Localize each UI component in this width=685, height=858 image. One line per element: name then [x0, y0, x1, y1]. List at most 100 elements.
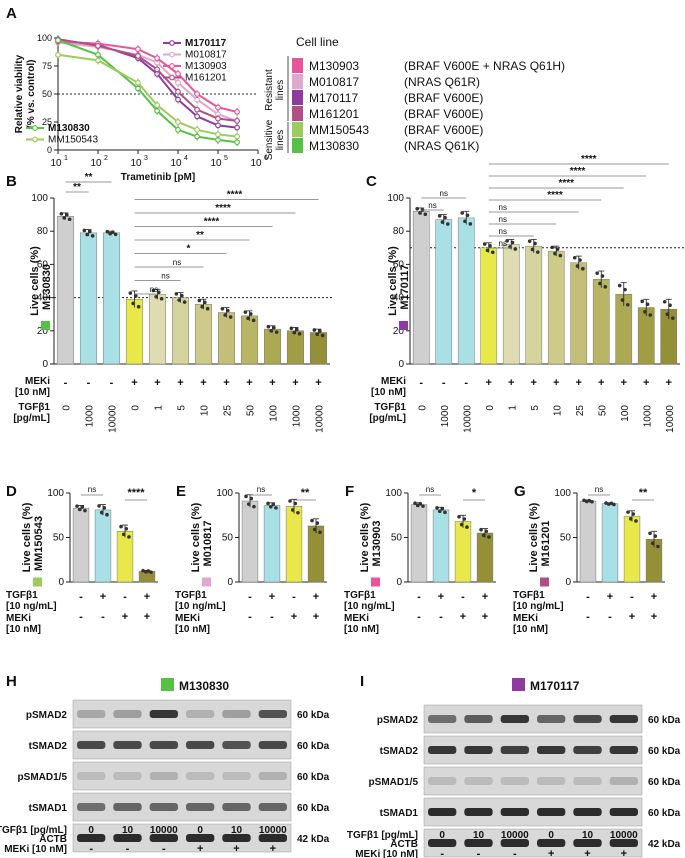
b-meki-value: +: [315, 377, 321, 389]
h-band-1-3: [186, 741, 215, 749]
b-replicate-dot-3: [128, 291, 133, 295]
i-band-1-5: [609, 746, 638, 754]
h-tgfb-label: TGFβ1 [pg/mL]: [0, 825, 67, 836]
h-blot-strip-4: [72, 823, 292, 853]
c-replicate-dot-9: [617, 283, 622, 288]
e-replicate-dot-1: [266, 501, 270, 506]
c-replicate-dot-10: [640, 299, 644, 304]
h-band-4-0: [77, 834, 106, 842]
f-replicate-dot-0: [413, 501, 417, 506]
f-sig-label: *: [472, 487, 477, 499]
e-tgfb-value: +: [269, 591, 275, 603]
i-kda-2: 60 kDa: [648, 777, 681, 788]
a-point-M130830: [55, 37, 61, 44]
c-replicate-dot-10: [645, 302, 650, 307]
b-meki-value: -: [87, 377, 91, 389]
h-band-0-5: [258, 710, 287, 718]
f-replicate-dot-0: [421, 504, 425, 508]
f-tgfb-value: -: [461, 591, 465, 603]
a-curve-M161201: [57, 38, 238, 122]
h-meki-label: MEKi [10 nM]: [4, 844, 67, 855]
b-replicate-dot-1: [88, 229, 92, 234]
c-replicate-dot-3: [482, 242, 487, 246]
legend-title: Cell line: [296, 35, 339, 49]
legend-swatch-M130903: [292, 58, 303, 73]
f-y-tick-label: 100: [385, 488, 402, 499]
b-tgfb-value: 5: [177, 405, 188, 411]
i-band-2-5: [609, 777, 638, 785]
b-y-tick-label: 60: [37, 259, 49, 270]
b-replicate-dot-6: [200, 304, 204, 309]
e-y-tick-label: 100: [216, 488, 233, 499]
g-y-tick-label: 50: [560, 533, 572, 544]
h-kda-3: 60 kDa: [297, 803, 330, 814]
g-row1-label-2: [10 ng/mL]: [513, 601, 564, 612]
c-replicate-dot-11: [671, 316, 675, 320]
b-row1-label-2: [10 nM]: [15, 387, 50, 398]
e-replicate-dot-0: [246, 502, 251, 506]
c-replicate-dot-5: [533, 241, 537, 246]
f-row2-label: MEKi: [344, 613, 369, 624]
d-row2-label-2: [10 nM]: [6, 624, 41, 635]
b-meki-value: +: [292, 377, 298, 389]
i-band-1-3: [537, 746, 566, 754]
f-meki-value: +: [482, 611, 488, 623]
c-replicate-dot-8: [595, 271, 599, 275]
g-row2-label: MEKi: [513, 613, 538, 624]
i-meki-value: -: [513, 848, 517, 858]
d-row1-label: TGFβ1: [6, 590, 38, 601]
a-x-tick-label: 10: [130, 158, 142, 169]
c-sig-label: ****: [570, 166, 586, 177]
a-point-M170117: [215, 122, 221, 129]
b-tgfb-value: 25: [223, 405, 234, 417]
a-point-MM150543: [175, 119, 181, 125]
c-meki-value: +: [553, 377, 559, 389]
g-tgfb-value: +: [651, 591, 657, 603]
h-row-label-0: pSMAD2: [26, 710, 68, 721]
e-replicate-dot-2: [293, 501, 298, 506]
a-x-tick-label: 10: [90, 158, 102, 169]
c-bar-6: [547, 250, 565, 365]
legend-name-M130830: M130830: [309, 139, 359, 153]
e-bar-1: [263, 505, 281, 583]
e-replicate-dot-2: [296, 510, 300, 515]
f-meki-value: -: [439, 611, 443, 623]
legend-swatch-M161201: [292, 106, 303, 121]
h-meki-value: +: [270, 843, 276, 855]
legend-swatch-M130830: [292, 138, 303, 153]
d-y-cell-line: MM150543: [33, 516, 45, 571]
b-replicate-dot-10: [292, 330, 296, 335]
a-x-tick-label: 10: [250, 158, 262, 169]
e-y-cell-line: M010817: [202, 521, 214, 567]
legend-swatch-MM150543: [292, 122, 303, 137]
b-replicate-dot-1: [90, 234, 95, 238]
h-band-0-3: [186, 710, 215, 718]
i-tgfb-value: 10000: [501, 830, 529, 841]
c-tgfb-value: 0: [417, 405, 428, 411]
i-band-3-5: [609, 808, 638, 816]
b-replicate-dot-1: [85, 232, 89, 237]
h-band-1-4: [222, 741, 251, 749]
e-meki-value: +: [291, 611, 297, 623]
legend-name-M161201: M161201: [309, 107, 359, 121]
i-band-3-1: [464, 808, 493, 816]
b-y-label: Live cells (%): [29, 246, 41, 316]
a-point-MM150543: [55, 51, 61, 58]
panel-letter-I: I: [360, 673, 364, 690]
c-replicate-dot-4: [505, 238, 510, 243]
i-blot-strip-4: [423, 828, 643, 858]
i-kda-3: 60 kDa: [648, 808, 681, 819]
f-bar-1: [432, 509, 450, 583]
b-meki-value: +: [177, 377, 183, 389]
c-sig-label: ns: [499, 227, 507, 236]
b-bar-11: [309, 332, 328, 365]
b-replicate-dot-0: [59, 211, 64, 216]
d-y-tick-label: 0: [58, 577, 64, 588]
b-y-tick-label: 100: [31, 193, 48, 204]
a-curve-M130830: [57, 39, 238, 144]
a-point-M161201: [175, 88, 181, 95]
f-replicate-dot-3: [484, 529, 489, 534]
c-y-label: Live cells (%): [387, 246, 399, 316]
b-sig-label: ****: [204, 217, 220, 228]
